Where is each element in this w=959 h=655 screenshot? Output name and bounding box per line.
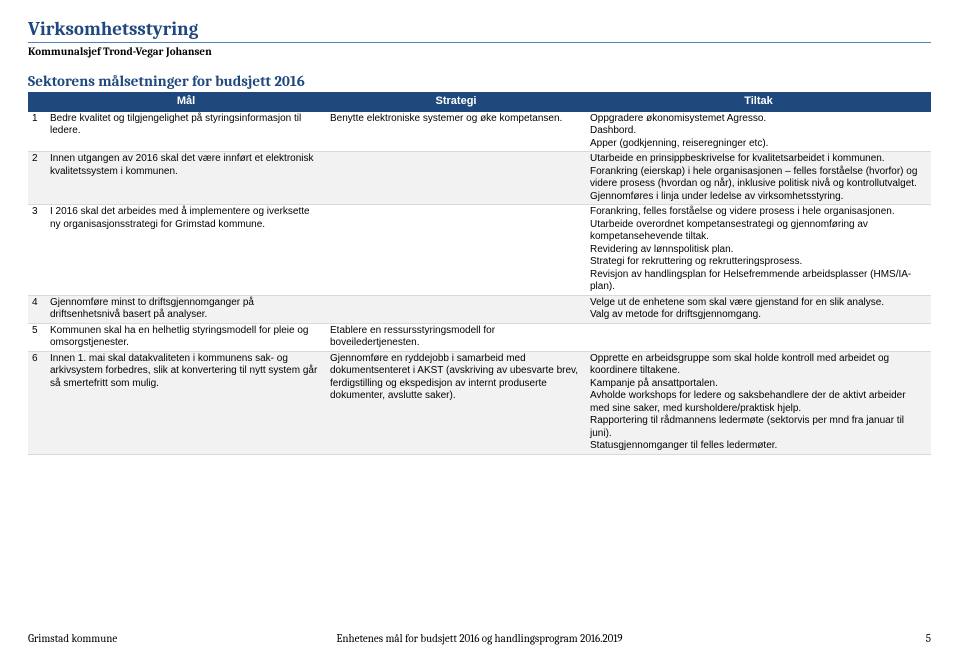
footer-left: Grimstad kommune bbox=[28, 632, 117, 645]
page-footer: Grimstad kommune Enhetenes mål for budsj… bbox=[28, 632, 931, 645]
cell-num: 5 bbox=[28, 323, 46, 351]
table-row: 1Bedre kvalitet og tilgjengelighet på st… bbox=[28, 112, 931, 152]
cell-mal: Innen 1. mai skal datakvaliteten i kommu… bbox=[46, 351, 326, 454]
cell-tiltak bbox=[586, 323, 931, 351]
cell-tiltak: Oppgradere økonomisystemet Agresso.Dashb… bbox=[586, 112, 931, 152]
cell-mal: Bedre kvalitet og tilgjengelighet på sty… bbox=[46, 112, 326, 152]
col-mal: Mål bbox=[46, 92, 326, 112]
table-row: 6Innen 1. mai skal datakvaliteten i komm… bbox=[28, 351, 931, 454]
cell-strategi bbox=[326, 205, 586, 296]
cell-tiltak: Opprette en arbeidsgruppe som skal holde… bbox=[586, 351, 931, 454]
footer-center: Enhetenes mål for budsjett 2016 og handl… bbox=[336, 632, 622, 645]
cell-strategi: Etablere en ressursstyringsmodell for bo… bbox=[326, 323, 586, 351]
cell-num: 1 bbox=[28, 112, 46, 152]
main-title: Virksomhetsstyring bbox=[28, 18, 931, 43]
cell-strategi bbox=[326, 152, 586, 205]
table-header: Mål Strategi Tiltak bbox=[28, 92, 931, 112]
cell-num: 6 bbox=[28, 351, 46, 454]
col-strategi: Strategi bbox=[326, 92, 586, 112]
table-row: 5Kommunen skal ha en helhetlig styringsm… bbox=[28, 323, 931, 351]
cell-mal: Gjennomføre minst to driftsgjennomganger… bbox=[46, 295, 326, 323]
cell-num: 3 bbox=[28, 205, 46, 296]
cell-tiltak: Utarbeide en prinsippbeskrivelse for kva… bbox=[586, 152, 931, 205]
cell-mal: I 2016 skal det arbeides med å implement… bbox=[46, 205, 326, 296]
footer-right: 5 bbox=[926, 632, 931, 645]
cell-num: 2 bbox=[28, 152, 46, 205]
cell-mal: Innen utgangen av 2016 skal det være inn… bbox=[46, 152, 326, 205]
table-body: 1Bedre kvalitet og tilgjengelighet på st… bbox=[28, 112, 931, 455]
table-row: 3I 2016 skal det arbeides med å implemen… bbox=[28, 205, 931, 296]
cell-mal: Kommunen skal ha en helhetlig styringsmo… bbox=[46, 323, 326, 351]
subtitle: Kommunalsjef Trond-Vegar Johansen bbox=[28, 45, 931, 58]
col-num bbox=[28, 92, 46, 112]
cell-tiltak: Forankring, felles forståelse og videre … bbox=[586, 205, 931, 296]
cell-strategi: Gjennomføre en ryddejobb i samarbeid med… bbox=[326, 351, 586, 454]
cell-num: 4 bbox=[28, 295, 46, 323]
cell-strategi bbox=[326, 295, 586, 323]
section-title: Sektorens målsetninger for budsjett 2016 bbox=[28, 72, 931, 90]
document-header: Virksomhetsstyring Kommunalsjef Trond-Ve… bbox=[28, 18, 931, 58]
cell-strategi: Benytte elektroniske systemer og øke kom… bbox=[326, 112, 586, 152]
cell-tiltak: Velge ut de enhetene som skal være gjens… bbox=[586, 295, 931, 323]
table-row: 2Innen utgangen av 2016 skal det være in… bbox=[28, 152, 931, 205]
goals-table: Mål Strategi Tiltak 1Bedre kvalitet og t… bbox=[28, 92, 931, 455]
col-tiltak: Tiltak bbox=[586, 92, 931, 112]
table-row: 4Gjennomføre minst to driftsgjennomgange… bbox=[28, 295, 931, 323]
